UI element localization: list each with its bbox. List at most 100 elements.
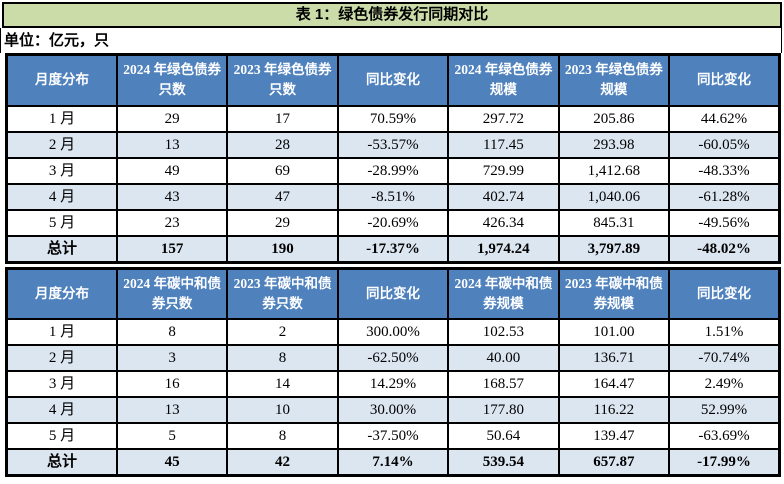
- value-cell: 117.45: [447, 130, 560, 159]
- value-cell: 49: [115, 156, 229, 185]
- value-cell: 28: [226, 130, 339, 159]
- value-cell: 13: [115, 130, 229, 159]
- column-header: 2024 年绿色债券规模: [447, 53, 560, 107]
- row-label-cell: 1 月: [5, 104, 118, 133]
- value-cell: -20.69%: [336, 208, 450, 237]
- value-cell: 657.87: [557, 448, 671, 477]
- column-header: 2023 年碳中和债券规模: [557, 267, 671, 320]
- value-cell: -61.28%: [668, 182, 781, 211]
- value-cell: 52.99%: [668, 396, 781, 424]
- value-cell: 190: [226, 234, 339, 263]
- value-cell: 845.31: [557, 208, 671, 237]
- unit-note: 单位：亿元，只: [0, 28, 782, 53]
- carbon-neutral-bond-table-body: 1 月 8 2 300.00% 102.53 101.00 1.51% 2 月 3 8 -62.50…: [5, 318, 781, 477]
- value-cell: 205.86: [557, 104, 671, 133]
- value-cell: 42: [226, 448, 339, 477]
- value-cell: -60.05%: [668, 130, 781, 159]
- row-label-cell: 2 月: [5, 344, 118, 372]
- value-cell: -48.02%: [668, 234, 781, 263]
- column-header: 同比变化: [336, 267, 450, 320]
- row-label-cell: 总计: [5, 448, 118, 477]
- value-cell: 30.00%: [336, 396, 450, 424]
- row-label-cell: 5 月: [5, 208, 118, 237]
- table-row: 1 月 29 17 70.59% 297.72 205.86 44.62%: [5, 104, 781, 133]
- row-label-cell: 4 月: [5, 396, 118, 424]
- value-cell: -62.50%: [336, 344, 450, 372]
- value-cell: 101.00: [557, 318, 671, 346]
- value-cell: 23: [115, 208, 229, 237]
- value-cell: 13: [115, 396, 229, 424]
- column-header: 同比变化: [336, 53, 450, 107]
- green-bond-table-body: 1 月 29 17 70.59% 297.72 205.86 44.62% 2 月 13 28 -5…: [5, 104, 781, 263]
- column-header: 月度分布: [5, 53, 118, 107]
- carbon-neutral-bond-table: 月度分布 2024 年碳中和债券只数 2023 年碳中和债券只数 同比变化 2024 年…: [5, 266, 781, 477]
- value-cell: 539.54: [447, 448, 560, 477]
- row-label-cell: 2 月: [5, 130, 118, 159]
- column-header: 月度分布: [5, 267, 118, 320]
- value-cell: 8: [226, 344, 339, 372]
- value-cell: 426.34: [447, 208, 560, 237]
- value-cell: -48.33%: [668, 156, 781, 185]
- total-row: 总计 45 42 7.14% 539.54 657.87 -17.99%: [5, 448, 781, 477]
- table-title: 表 1：绿色债券发行同期对比: [2, 2, 782, 28]
- row-label-cell: 1 月: [5, 318, 118, 346]
- value-cell: 43: [115, 182, 229, 211]
- table-row: 4 月 13 10 30.00% 177.80 116.22 52.99%: [5, 396, 781, 424]
- value-cell: 168.57: [447, 370, 560, 398]
- value-cell: 164.47: [557, 370, 671, 398]
- value-cell: 1,974.24: [447, 234, 560, 263]
- value-cell: -49.56%: [668, 208, 781, 237]
- value-cell: 40.00: [447, 344, 560, 372]
- value-cell: 293.98: [557, 130, 671, 159]
- value-cell: 2.49%: [668, 370, 781, 398]
- value-cell: 729.99: [447, 156, 560, 185]
- value-cell: 50.64: [447, 422, 560, 450]
- value-cell: 17: [226, 104, 339, 133]
- value-cell: 3: [115, 344, 229, 372]
- value-cell: 14.29%: [336, 370, 450, 398]
- value-cell: 1,412.68: [557, 156, 671, 185]
- column-header: 2023 年碳中和债券只数: [226, 267, 339, 320]
- value-cell: 8: [226, 422, 339, 450]
- column-header: 2023 年绿色债券只数: [226, 53, 339, 107]
- value-cell: 69: [226, 156, 339, 185]
- value-cell: 2: [226, 318, 339, 346]
- value-cell: 7.14%: [336, 448, 450, 477]
- value-cell: 5: [115, 422, 229, 450]
- value-cell: 300.00%: [336, 318, 450, 346]
- value-cell: -63.69%: [668, 422, 781, 450]
- table-row: 5 月 5 8 -37.50% 50.64 139.47 -63.69%: [5, 422, 781, 450]
- row-label-cell: 5 月: [5, 422, 118, 450]
- row-label-cell: 3 月: [5, 370, 118, 398]
- value-cell: 139.47: [557, 422, 671, 450]
- value-cell: 14: [226, 370, 339, 398]
- value-cell: -8.51%: [336, 182, 450, 211]
- row-label-cell: 3 月: [5, 156, 118, 185]
- row-label-cell: 总计: [5, 234, 118, 263]
- table-row: 2 月 13 28 -53.57% 117.45 293.98 -60.05%: [5, 130, 781, 159]
- column-header: 2024 年绿色债券只数: [115, 53, 229, 107]
- value-cell: 177.80: [447, 396, 560, 424]
- value-cell: -70.74%: [668, 344, 781, 372]
- value-cell: 10: [226, 396, 339, 424]
- value-cell: 29: [115, 104, 229, 133]
- table-row: 5 月 23 29 -20.69% 426.34 845.31 -49.56%: [5, 208, 781, 237]
- value-cell: 8: [115, 318, 229, 346]
- column-header: 2024 年碳中和债券规模: [447, 267, 560, 320]
- table-row: 1 月 8 2 300.00% 102.53 101.00 1.51%: [5, 318, 781, 346]
- row-label-cell: 4 月: [5, 182, 118, 211]
- header-row: 月度分布 2024 年绿色债券只数 2023 年绿色债券只数 同比变化 2024 年绿色…: [5, 53, 781, 107]
- value-cell: -37.50%: [336, 422, 450, 450]
- value-cell: 297.72: [447, 104, 560, 133]
- table-row: 4 月 43 47 -8.51% 402.74 1,040.06 -61.28%: [5, 182, 781, 211]
- table-row: 2 月 3 8 -62.50% 40.00 136.71 -70.74%: [5, 344, 781, 372]
- value-cell: 157: [115, 234, 229, 263]
- total-row: 总计 157 190 -17.37% 1,974.24 3,797.89 -48.02%: [5, 234, 781, 263]
- column-header: 2023 年绿色债券规模: [557, 53, 671, 107]
- value-cell: 45: [115, 448, 229, 477]
- column-header: 2024 年碳中和债券只数: [115, 267, 229, 320]
- value-cell: -28.99%: [336, 156, 450, 185]
- value-cell: 29: [226, 208, 339, 237]
- green-bond-table: 月度分布 2024 年绿色债券只数 2023 年绿色债券只数 同比变化 2024 年绿色…: [5, 53, 781, 264]
